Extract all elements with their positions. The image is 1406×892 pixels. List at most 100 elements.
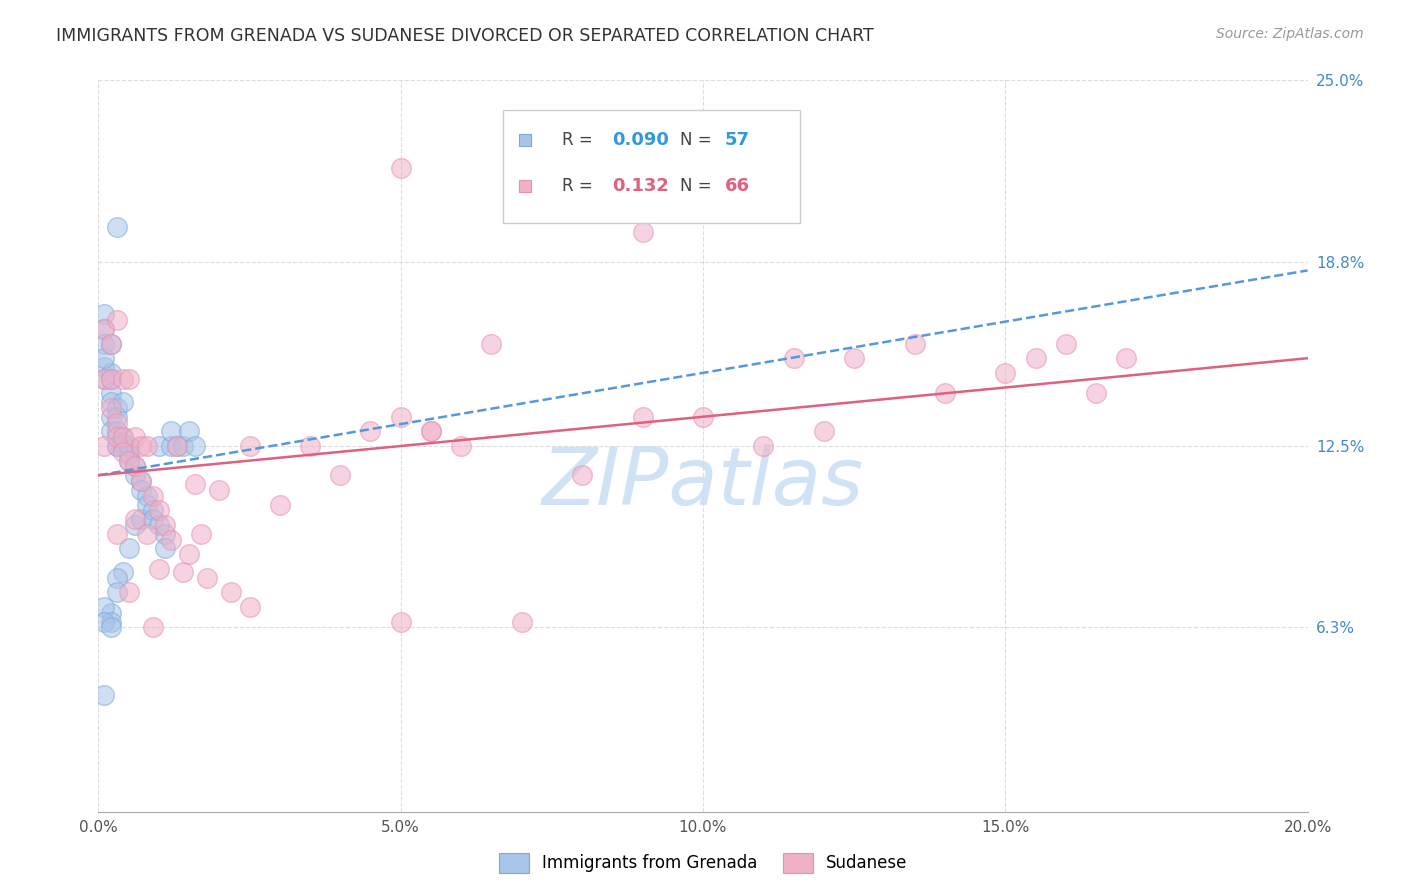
Point [93, 688, 115, 702]
Point [93, 372, 115, 386]
Point [105, 401, 128, 415]
Point [179, 425, 201, 439]
Point [153, 518, 176, 533]
Point [118, 453, 141, 467]
Point [148, 562, 170, 576]
Point [111, 430, 134, 444]
Text: 66: 66 [724, 178, 749, 195]
Point [329, 468, 352, 483]
Point [450, 439, 472, 453]
Point [148, 518, 170, 533]
Point [93, 322, 115, 336]
Point [111, 445, 134, 459]
Point [481, 336, 503, 351]
Point [813, 425, 835, 439]
Point [172, 565, 194, 579]
Point [111, 565, 134, 579]
Point [124, 459, 146, 474]
Point [994, 366, 1017, 380]
Point [148, 439, 170, 453]
Point [195, 571, 218, 585]
Point [783, 351, 806, 366]
Point [93, 615, 115, 629]
Point [100, 606, 122, 620]
Point [184, 477, 207, 491]
Point [129, 439, 152, 453]
Text: ZIPatlas: ZIPatlas [541, 443, 865, 522]
Point [100, 401, 122, 415]
Text: R =: R = [561, 178, 598, 195]
Point [631, 409, 654, 424]
Point [100, 386, 122, 401]
Point [118, 372, 141, 386]
Point [118, 448, 141, 462]
Point [135, 489, 157, 503]
Point [105, 313, 128, 327]
Point [93, 322, 115, 336]
Point [389, 161, 412, 175]
Point [93, 359, 115, 374]
Point [93, 351, 115, 366]
Text: N =: N = [681, 178, 717, 195]
Point [135, 498, 157, 512]
Point [100, 336, 122, 351]
Point [1115, 351, 1137, 366]
Point [692, 409, 714, 424]
Point [124, 468, 146, 483]
Point [105, 430, 128, 444]
Point [118, 445, 141, 459]
Point [142, 489, 165, 503]
Point [166, 439, 188, 453]
Point [105, 425, 128, 439]
Point [1085, 386, 1108, 401]
Point [142, 620, 165, 634]
Point [360, 425, 382, 439]
Point [105, 439, 128, 453]
FancyBboxPatch shape [503, 110, 800, 223]
Point [179, 547, 201, 561]
Point [172, 439, 194, 453]
Text: Source: ZipAtlas.com: Source: ZipAtlas.com [1216, 27, 1364, 41]
Point [105, 439, 128, 453]
Point [299, 439, 322, 453]
Point [100, 372, 122, 386]
Point [124, 518, 146, 533]
Point [111, 436, 134, 450]
Point [166, 439, 188, 453]
Point [389, 615, 412, 629]
Point [100, 620, 122, 634]
Point [93, 372, 115, 386]
Point [105, 526, 128, 541]
Text: IMMIGRANTS FROM GRENADA VS SUDANESE DIVORCED OR SEPARATED CORRELATION CHART: IMMIGRANTS FROM GRENADA VS SUDANESE DIVO… [56, 27, 875, 45]
Point [184, 439, 207, 453]
Point [93, 599, 115, 614]
Point [124, 459, 146, 474]
Text: N =: N = [681, 131, 717, 149]
Point [100, 615, 122, 629]
Point [118, 439, 141, 453]
Point [934, 386, 956, 401]
Point [118, 541, 141, 556]
Point [100, 372, 122, 386]
Point [160, 533, 183, 547]
Point [93, 307, 115, 321]
Point [142, 503, 165, 517]
Point [153, 526, 176, 541]
Point [111, 430, 134, 444]
Point [124, 512, 146, 526]
Point [208, 483, 231, 497]
Point [160, 425, 183, 439]
Point [129, 474, 152, 488]
Legend: Immigrants from Grenada, Sudanese: Immigrants from Grenada, Sudanese [492, 847, 914, 880]
Point [93, 439, 115, 453]
Point [1054, 336, 1077, 351]
Point [510, 615, 533, 629]
Point [844, 351, 866, 366]
Text: R =: R = [561, 131, 598, 149]
Point [904, 336, 927, 351]
Point [190, 526, 212, 541]
Point [105, 571, 128, 585]
Point [100, 395, 122, 409]
Point [111, 395, 134, 409]
Point [100, 366, 122, 380]
